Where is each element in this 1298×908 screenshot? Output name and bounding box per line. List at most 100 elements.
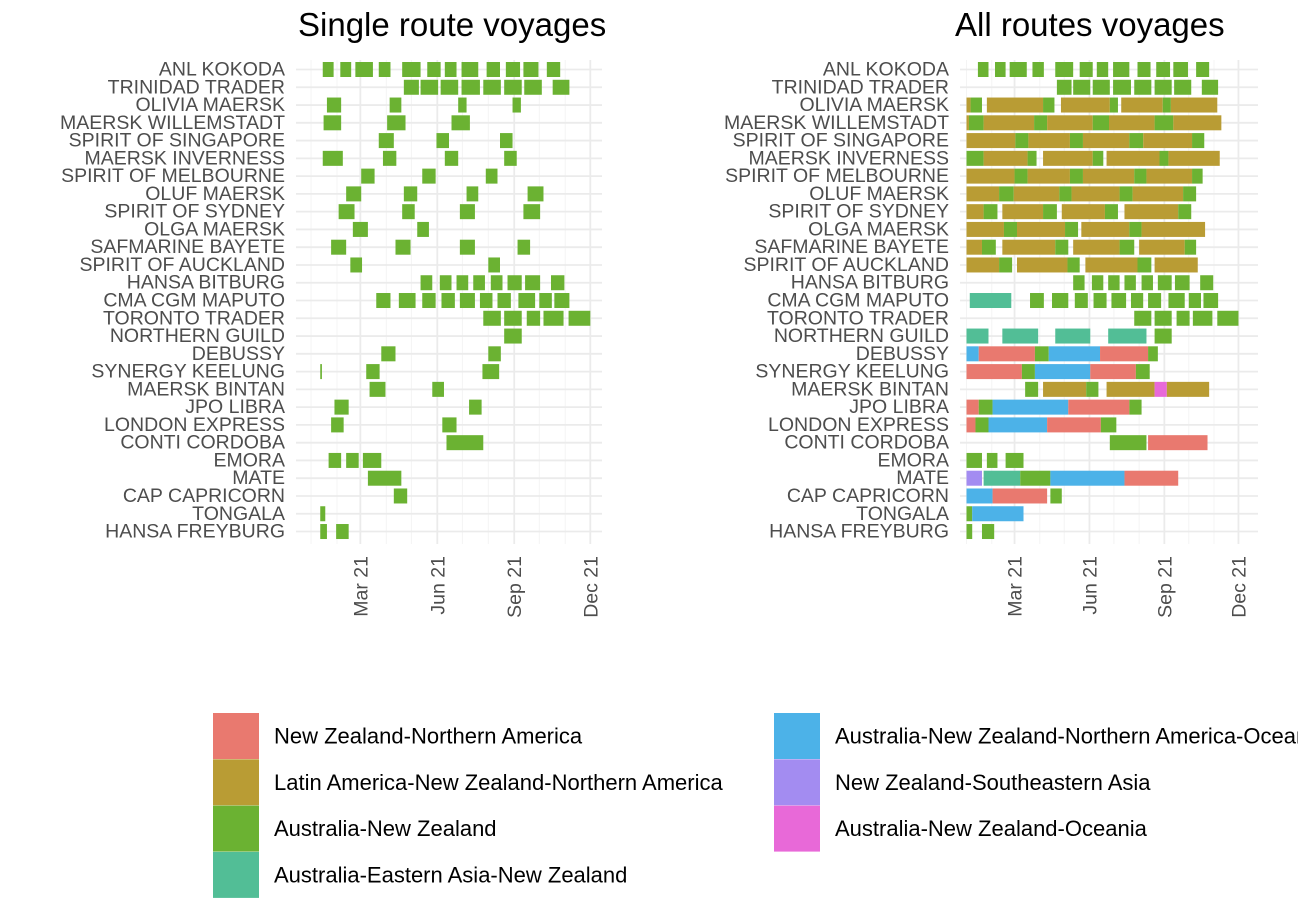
voyage-bar [977, 62, 989, 77]
voyage-bar [1056, 79, 1072, 95]
vessel-label-hansa-freyburg: HANSA FREYBURG [105, 521, 285, 543]
voyage-bar [966, 488, 993, 504]
vessel-label-cap-capricorn: CAP CAPRICORN [787, 485, 949, 507]
voyage-bar [1021, 364, 1035, 380]
legend-label-new-zealand-southeastern-asia: New Zealand-Southeastern Asia [835, 770, 1151, 795]
voyage-bar [366, 364, 380, 380]
voyage-bar [1043, 381, 1087, 397]
voyage-bar [488, 257, 500, 273]
voyage-bar [512, 97, 521, 113]
voyage-bar [1050, 470, 1125, 486]
voyage-bar [1092, 150, 1104, 166]
voyage-bar [554, 293, 570, 309]
voyage-bar [966, 470, 982, 486]
voyage-bar [1013, 186, 1060, 202]
voyage-bar [523, 204, 541, 220]
voyage-bar [968, 115, 984, 131]
voyage-bar [1119, 186, 1133, 202]
vessel-label-debussy: DEBUSSY [856, 343, 949, 365]
legend-label-australia-new-zealand-northern-america-oceania: Australia-New Zealand-Northern America-O… [835, 724, 1298, 749]
voyage-bar [393, 488, 408, 504]
vessel-label-mate: MATE [232, 467, 285, 489]
voyage-bar [1055, 328, 1091, 344]
voyage-bar [1055, 239, 1069, 255]
vessel-label-jpo-libra: JPO LIBRA [849, 396, 949, 418]
voyage-bar [1173, 62, 1188, 77]
vessel-label-hansa-bitburg: HANSA BITBURG [791, 272, 949, 294]
voyage-bar [1109, 97, 1118, 113]
vessel-label-oluf-maersk: OLUF MAERSK [809, 183, 949, 205]
voyage-bar [1157, 275, 1172, 291]
voyage-bar [459, 239, 475, 255]
voyage-bar [320, 524, 327, 540]
vessel-label-safmarine-bayete: SAFMARINE BAYETE [90, 236, 285, 258]
voyage-bar [966, 133, 1016, 149]
voyage-bar [361, 168, 375, 184]
voyage-bar [1137, 257, 1152, 273]
voyage-bar [1113, 79, 1131, 95]
voyage-bar [966, 186, 1000, 202]
voyage-bar [1069, 168, 1083, 184]
voyage-bar [1203, 293, 1219, 309]
voyage-bar [320, 506, 326, 522]
voyage-bar [432, 381, 444, 397]
voyage-bar [1093, 293, 1107, 309]
voyage-bar [382, 150, 397, 166]
voyage-bar [543, 310, 564, 326]
voyage-bar [992, 399, 1069, 415]
voyage-bar [1170, 97, 1218, 113]
vessel-label-olivia-maersk: OLIVIA MAERSK [799, 94, 949, 116]
voyage-bar [1183, 186, 1197, 202]
voyage-bar [1192, 133, 1205, 149]
voyage-bar [1061, 204, 1105, 220]
voyage-bar [1174, 275, 1190, 291]
voyage-bar [1082, 168, 1135, 184]
legend-label-australia-eastern-asia-new-zealand: Australia-Eastern Asia-New Zealand [274, 862, 627, 887]
voyage-bar [1113, 62, 1130, 77]
vessel-label-anl-kokoda: ANL KOKODA [159, 59, 285, 81]
voyage-bar [1148, 346, 1158, 362]
voyage-bar [1178, 204, 1192, 220]
voyage-bar [517, 239, 531, 255]
x-tick-label: Sep 21 [504, 556, 526, 618]
voyage-bar [1048, 346, 1101, 362]
voyage-bar [323, 115, 342, 131]
voyage-bar [331, 239, 347, 255]
voyage-bar [1009, 62, 1027, 77]
voyage-bar [456, 275, 469, 291]
voyage-bar [1106, 381, 1155, 397]
vessel-label-tongala: TONGALA [192, 503, 285, 525]
legend-label-latin-america-new-zealand-northern-america: Latin America-New Zealand-Northern Ameri… [274, 770, 724, 795]
voyage-bar [402, 62, 421, 77]
voyage-bar [459, 293, 475, 309]
vessel-label-cma-cgm-maputo: CMA CGM MAPUTO [767, 290, 949, 312]
legend-swatch-new-zealand-southeastern-asia [774, 759, 820, 806]
voyage-bar [1162, 97, 1171, 113]
voyage-bar [1137, 62, 1151, 77]
voyage-bar [1154, 257, 1198, 273]
panel-title-single-route: Single route voyages [298, 6, 606, 43]
voyage-bar [1121, 97, 1163, 113]
vessel-label-toronto-trader: TORONTO TRADER [103, 307, 285, 329]
voyage-bar [527, 186, 544, 202]
vessel-label-hansa-bitburg: HANSA BITBURG [127, 272, 285, 294]
vessel-label-cma-cgm-maputo: CMA CGM MAPUTO [103, 290, 285, 312]
voyage-bar [1134, 168, 1147, 184]
vessel-label-conti-cordoba: CONTI CORDOBA [784, 432, 949, 454]
voyage-bar [1188, 293, 1201, 309]
voyage-bar [568, 310, 591, 326]
voyage-bar [978, 399, 993, 415]
voyage-bar [1073, 79, 1091, 95]
voyage-bar [320, 364, 322, 380]
voyage-bar [1092, 115, 1109, 131]
voyage-bar [1132, 186, 1184, 202]
voyage-bar [486, 62, 500, 77]
voyage-bar [1005, 452, 1024, 468]
voyage-bar [1073, 275, 1085, 291]
vessel-label-trinidad-trader: TRINIDAD TRADER [772, 76, 949, 98]
voyage-bar [999, 186, 1014, 202]
voyage-bar [340, 62, 352, 77]
voyage-bar [1134, 310, 1152, 326]
voyage-bar [1201, 79, 1219, 95]
vessel-label-london-express: LONDON EXPRESS [768, 414, 949, 436]
